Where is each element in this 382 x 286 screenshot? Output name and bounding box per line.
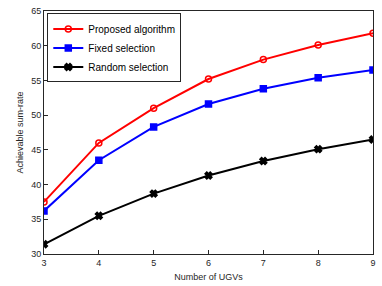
svg-text:6: 6 xyxy=(206,258,211,268)
svg-text:7: 7 xyxy=(261,258,266,268)
svg-text:9: 9 xyxy=(370,258,375,268)
svg-text:60: 60 xyxy=(31,41,41,51)
svg-text:Fixed selection: Fixed selection xyxy=(88,43,155,54)
svg-text:Proposed algorithm: Proposed algorithm xyxy=(88,24,175,35)
svg-text:30: 30 xyxy=(31,249,41,259)
svg-text:Random selection: Random selection xyxy=(88,62,168,73)
svg-text:5: 5 xyxy=(151,258,156,268)
svg-text:45: 45 xyxy=(31,145,41,155)
svg-text:Achievable sum-rate: Achievable sum-rate xyxy=(15,91,25,173)
svg-text:8: 8 xyxy=(316,258,321,268)
svg-text:55: 55 xyxy=(31,76,41,86)
svg-text:65: 65 xyxy=(31,6,41,16)
svg-text:Number of UGVs: Number of UGVs xyxy=(174,272,243,282)
svg-text:50: 50 xyxy=(31,110,41,120)
svg-text:40: 40 xyxy=(31,180,41,190)
svg-text:4: 4 xyxy=(96,258,101,268)
svg-text:3: 3 xyxy=(41,258,46,268)
svg-text:35: 35 xyxy=(31,214,41,224)
